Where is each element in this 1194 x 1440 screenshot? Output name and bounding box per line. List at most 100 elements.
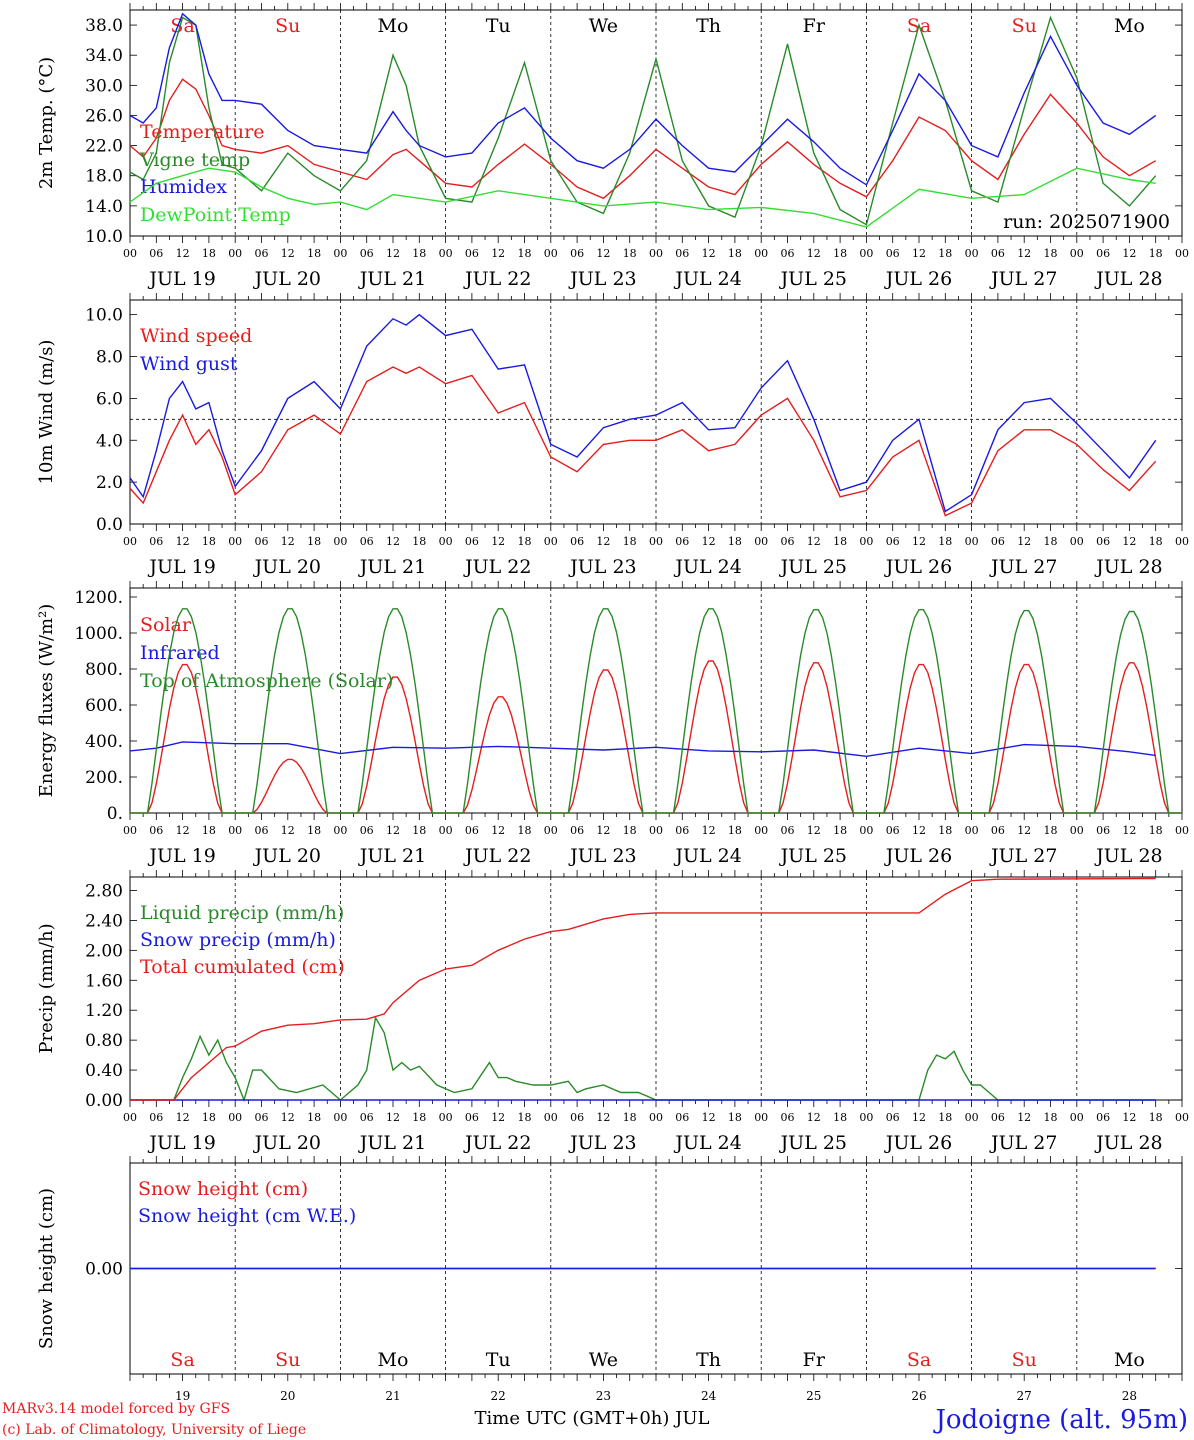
series-line-vigne-temp	[129, 15, 1157, 226]
x-hour-label: 00	[649, 247, 663, 260]
x-hour-label: 06	[991, 824, 1005, 837]
series-line-top-of-atmosphere-solar-	[130, 608, 1182, 814]
x-hour-label: 18	[518, 824, 532, 837]
x-hour-label: 06	[255, 824, 269, 837]
x-date-label: JUL 23	[568, 1132, 636, 1154]
x-date-label: JUL 25	[779, 1132, 847, 1154]
y-tick-label: 10.0	[85, 227, 123, 247]
plot-frame	[129, 299, 1183, 525]
x-hour-label: 00	[333, 824, 347, 837]
x-hour-label: 12	[281, 1111, 295, 1124]
x-hour-label: 18	[728, 535, 742, 548]
footer-credit-text: (c) Lab. of Climatology, University of L…	[2, 1422, 306, 1438]
x-hour-label: 06	[886, 1111, 900, 1124]
x-date-label: JUL 25	[779, 845, 847, 867]
x-date-label: JUL 21	[358, 268, 426, 290]
x-date-label: JUL 23	[568, 845, 636, 867]
x-hour-label: 06	[465, 824, 479, 837]
x-hour-label: 00	[333, 535, 347, 548]
x-hour-label: 00	[228, 247, 242, 260]
legend-snow-precip-mm-h-: Snow precip (mm/h)	[140, 929, 336, 951]
y-axis-label: 2m Temp. (°C)	[36, 57, 57, 189]
legend-snow-height-cm-w-e-: Snow height (cm W.E.)	[138, 1205, 356, 1227]
y-tick-label: 2.80	[85, 881, 123, 901]
x-date-label: JUL 25	[779, 268, 847, 290]
x-hour-label: 12	[596, 824, 610, 837]
x-hour-label: 06	[570, 824, 584, 837]
y-tick-label: 0.40	[85, 1061, 123, 1081]
weekday-label: Su	[1012, 1349, 1037, 1371]
x-hour-label: 00	[544, 247, 558, 260]
series-line-dewpoint-temp	[129, 167, 1156, 228]
x-hour-label: 12	[386, 535, 400, 548]
x-hour-label: 18	[412, 247, 426, 260]
x-hour-label: 18	[1149, 535, 1163, 548]
panel-4: 00 06 12 18 00 06 12 18 00 06 12 18 00 06 12 18 00 06 12 18…	[36, 870, 1189, 1154]
x-hour-label: 18	[412, 535, 426, 548]
x-hour-label: 00	[1175, 1111, 1189, 1124]
x-hour-label: 00	[544, 824, 558, 837]
x-hour-label: 00	[1175, 247, 1189, 260]
weekday-label: Fr	[803, 1349, 826, 1371]
x-hour-label: 12	[912, 535, 926, 548]
x-date-label: JUL 28	[1094, 845, 1162, 867]
x-hour-label: 00	[1070, 824, 1084, 837]
legend-vigne-temp: Vigne temp	[139, 149, 250, 171]
x-hour-label: 18	[518, 535, 532, 548]
x-date-label: JUL 21	[358, 556, 426, 578]
y-axis-label: Energy fluxes (W/m²)	[36, 604, 57, 798]
run-annotation: run: 2025071900	[1003, 211, 1170, 233]
x-hour-label: 00	[859, 824, 873, 837]
x-date-label: JUL 24	[673, 845, 741, 867]
x-hour-label: 18	[202, 1111, 216, 1124]
x-date-label: JUL 19	[147, 1132, 215, 1154]
x-date-label: JUL 20	[253, 268, 321, 290]
y-tick-label: 10.0	[85, 306, 123, 326]
x-hour-label: 12	[807, 535, 821, 548]
y-tick-label: 8.0	[96, 348, 123, 368]
x-hour-label: 06	[781, 247, 795, 260]
x-date-label: JUL 21	[358, 1132, 426, 1154]
x-hour-label: 12	[281, 535, 295, 548]
x-hour-label: 12	[491, 1111, 505, 1124]
x-hour-label: 06	[781, 535, 795, 548]
x-date-label: JUL 20	[253, 556, 321, 578]
weekday-label: Su	[1012, 15, 1037, 37]
x-hour-label: 06	[465, 1111, 479, 1124]
x-hour-label: 00	[123, 1111, 137, 1124]
y-axis-label: 10m Wind (m/s)	[36, 340, 57, 485]
x-hour-label: 06	[255, 535, 269, 548]
y-tick-label: 200.	[85, 768, 123, 788]
legend-wind-gust: Wind gust	[140, 353, 238, 375]
x-hour-label: 18	[1044, 1111, 1058, 1124]
day-number-label: 22	[491, 1389, 506, 1403]
y-tick-label: 600.	[85, 696, 123, 716]
x-hour-label: 00	[228, 535, 242, 548]
x-hour-label: 00	[1070, 535, 1084, 548]
y-tick-label: 6.0	[96, 389, 123, 409]
x-hour-label: 06	[886, 247, 900, 260]
x-hour-label: 06	[1096, 1111, 1110, 1124]
weekday-label: Fr	[803, 15, 826, 37]
x-hour-label: 12	[176, 247, 190, 260]
x-hour-label: 18	[938, 247, 952, 260]
y-tick-label: 0.	[107, 804, 123, 824]
y-tick-label: 1000.	[74, 624, 123, 644]
x-hour-label: 06	[360, 535, 374, 548]
y-tick-label: 400.	[85, 732, 123, 752]
x-hour-label: 12	[807, 1111, 821, 1124]
x-hour-label: 18	[202, 824, 216, 837]
x-date-label: JUL 22	[463, 1132, 531, 1154]
x-hour-label: 18	[833, 1111, 847, 1124]
x-hour-label: 18	[307, 1111, 321, 1124]
x-hour-label: 06	[1096, 824, 1110, 837]
x-date-label: JUL 27	[989, 845, 1057, 867]
legend-dewpoint-temp: DewPoint Temp	[140, 204, 291, 226]
weekday-label: Mo	[378, 15, 409, 37]
x-hour-label: 06	[570, 535, 584, 548]
x-hour-label: 00	[123, 824, 137, 837]
x-hour-label: 12	[281, 824, 295, 837]
x-hour-label: 12	[491, 535, 505, 548]
x-hour-label: 12	[702, 535, 716, 548]
y-tick-label: 2.0	[96, 473, 123, 493]
